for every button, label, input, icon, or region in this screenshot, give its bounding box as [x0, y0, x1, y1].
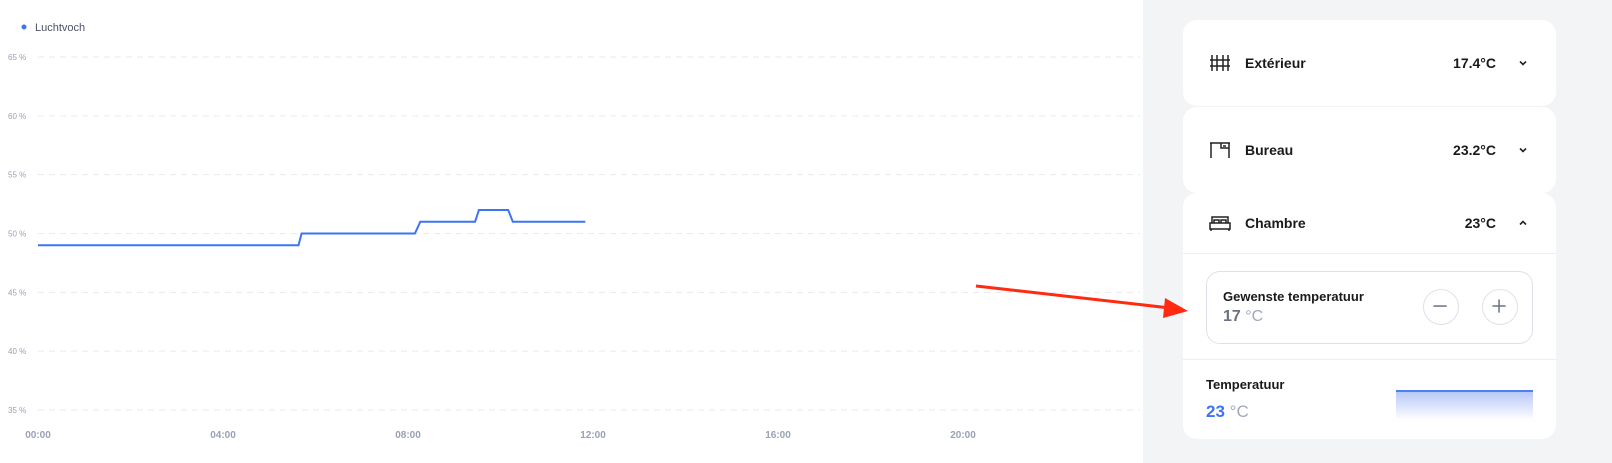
bed-icon	[1209, 216, 1231, 231]
setpoint-control: Gewenste temperatuur 17 °C	[1206, 271, 1533, 344]
series-line	[38, 209, 586, 247]
room-name: Chambre	[1245, 215, 1306, 231]
minus-icon	[1433, 305, 1447, 307]
y-tick-label: 50 %	[8, 230, 26, 239]
room-temp: 23.2°C	[1453, 142, 1496, 158]
room-card-exterieur: Extérieur 17.4°C	[1183, 20, 1556, 106]
x-tick-label: 20:00	[950, 430, 976, 441]
y-tick-label: 35 %	[8, 406, 26, 415]
rooms-panel: Extérieur 17.4°C Bureau 23.2°C Chambre 2…	[1143, 0, 1612, 463]
y-tick-label: 40 %	[8, 347, 26, 356]
chevron-down-icon[interactable]	[1518, 145, 1528, 155]
room-temp: 23°C	[1464, 215, 1496, 231]
room-name: Extérieur	[1245, 55, 1306, 71]
decrease-button[interactable]	[1423, 289, 1459, 325]
room-header[interactable]: Bureau 23.2°C	[1183, 107, 1556, 193]
current-temp-label: Temperatuur	[1206, 377, 1285, 392]
y-tick-label: 65 %	[8, 53, 26, 62]
room-name: Bureau	[1245, 142, 1294, 158]
x-tick-label: 16:00	[765, 430, 791, 441]
x-tick-label: 04:00	[210, 430, 236, 441]
room-temp: 17.4°C	[1453, 55, 1496, 71]
room-card-bureau: Bureau 23.2°C	[1183, 107, 1556, 193]
fence-icon	[1210, 55, 1230, 71]
humidity-chart: Luchtvoch 65 % 60 % 55 % 50 % 45 % 40 % 35 % 00:…	[8, 22, 1140, 441]
plus-icon	[1492, 299, 1506, 313]
y-tick-label: 55 %	[8, 171, 26, 180]
current-temp-number: 23	[1206, 402, 1225, 421]
setpoint-label: Gewenste temperatuur	[1223, 289, 1364, 304]
x-tick-label: 08:00	[395, 430, 421, 441]
x-tick-label: 00:00	[25, 430, 51, 441]
room-header[interactable]: Chambre 23°C	[1183, 193, 1556, 254]
y-tick-label: 60 %	[8, 112, 26, 121]
increase-button[interactable]	[1482, 289, 1518, 325]
chevron-down-icon[interactable]	[1518, 58, 1528, 68]
x-tick-label: 12:00	[580, 430, 606, 441]
legend-marker	[21, 24, 27, 30]
setpoint-unit: °C	[1245, 308, 1264, 325]
y-tick-label: 45 %	[8, 288, 26, 297]
current-temp-unit: °C	[1229, 402, 1249, 421]
legend-label: Luchtvoch	[35, 22, 85, 34]
desk-icon	[1210, 142, 1230, 158]
setpoint-value: 17 °C	[1223, 308, 1263, 326]
room-card-chambre: Chambre 23°C Gewenste temperatuur 17 °C …	[1183, 193, 1556, 439]
divider	[1183, 359, 1556, 360]
chevron-up-icon[interactable]	[1518, 218, 1528, 228]
room-header[interactable]: Extérieur 17.4°C	[1183, 20, 1556, 106]
current-temp-value: 23 °C	[1206, 402, 1249, 422]
temperature-sparkline	[1396, 390, 1533, 420]
setpoint-number: 17	[1223, 308, 1241, 325]
